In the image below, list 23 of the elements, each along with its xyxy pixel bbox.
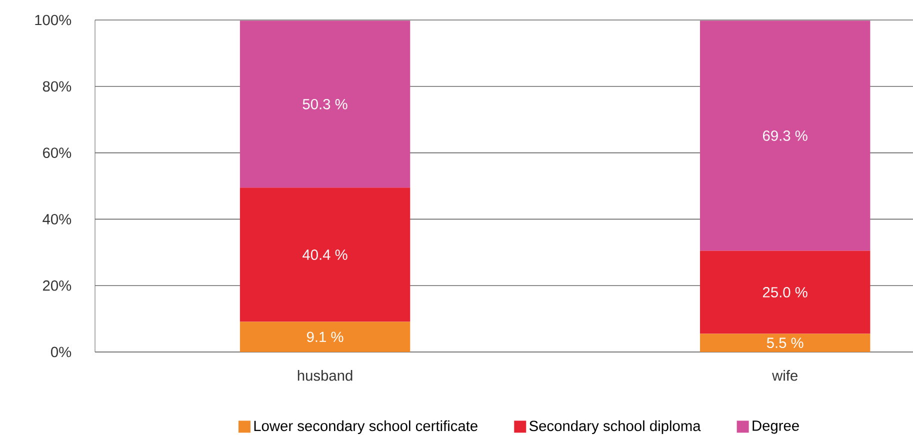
bar — [700, 250, 870, 334]
y-tick-label: 20% — [43, 280, 72, 291]
y-tick-label: 60% — [43, 148, 72, 158]
x-tick-label: wife — [772, 370, 798, 381]
data-label: 5.5 % — [766, 338, 804, 348]
data-label: 40.4 % — [302, 250, 348, 260]
x-tick-label: husband — [298, 370, 352, 381]
data-label: 50.3 % — [302, 98, 348, 110]
y-tick-label: 100% — [35, 14, 72, 26]
y-tick-label: 0% — [51, 346, 72, 358]
legend-label: Lower secondary school certificate — [254, 420, 478, 434]
y-tick-label: 40% — [42, 214, 72, 224]
data-label: 25.0 % — [763, 287, 808, 298]
y-tick-label: 80% — [42, 81, 72, 92]
bar — [240, 322, 410, 352]
data-label: 69.3 % — [763, 130, 808, 141]
bar — [240, 188, 410, 322]
legend-label: Degree — [752, 420, 799, 434]
legend-label: Secondary school diploma — [529, 420, 701, 434]
bar — [240, 20, 410, 188]
bar — [700, 20, 870, 251]
bar — [700, 334, 870, 352]
data-label: 9.1 % — [306, 332, 344, 342]
